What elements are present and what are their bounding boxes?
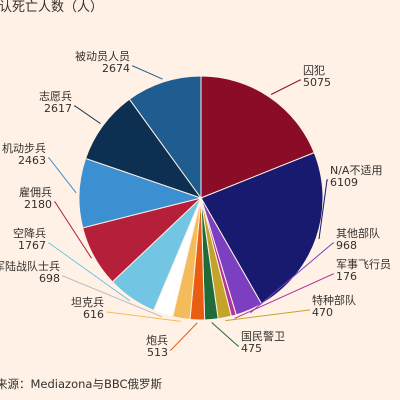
slice-label-3: 其他部队 xyxy=(336,226,380,240)
pie-slices xyxy=(78,75,324,321)
leader-line-8 xyxy=(106,311,181,322)
slice-value-5: 470 xyxy=(312,306,333,319)
pie-slice-14 xyxy=(128,75,202,200)
pie-slice-2 xyxy=(200,151,324,305)
slice-label-12: 机动步兵 xyxy=(2,141,46,155)
slice-label-7: 炮兵 xyxy=(146,334,168,347)
leader-line-1 xyxy=(270,79,301,95)
leader-line-4 xyxy=(234,273,334,319)
slice-value-11: 2180 xyxy=(24,198,52,211)
slice-value-4: 176 xyxy=(336,270,357,283)
slice-label-10: 空降兵 xyxy=(13,226,46,240)
leader-line-10 xyxy=(48,242,131,302)
leader-line-13 xyxy=(74,105,101,125)
slice-label-5: 特种部队 xyxy=(312,293,356,307)
leader-line-3 xyxy=(250,242,334,314)
slice-value-3: 968 xyxy=(336,239,357,252)
leader-line-5 xyxy=(225,309,310,322)
slice-label-1: 囚犯 xyxy=(303,64,325,77)
pie-slice-13 xyxy=(84,98,203,199)
leader-line-12 xyxy=(48,157,77,194)
leader-line-2 xyxy=(318,179,328,240)
leader-line-9 xyxy=(62,275,163,318)
slice-label-9: 海军陆战队士兵 xyxy=(0,259,60,273)
leader-line-6 xyxy=(211,322,239,347)
pie-leader-lines xyxy=(48,65,334,351)
slice-value-6: 475 xyxy=(241,342,262,355)
slice-label-6: 国民警卫 xyxy=(241,329,285,343)
pie-slice-1 xyxy=(200,75,315,199)
slice-value-7: 513 xyxy=(147,346,168,359)
slice-value-10: 1767 xyxy=(18,239,46,252)
leader-line-7 xyxy=(170,322,198,351)
slice-label-13: 志愿兵 xyxy=(39,90,72,103)
chart-source: 来源：Mediazona与BBC俄罗斯 xyxy=(0,377,163,391)
slice-label-4: 军事飞行员 xyxy=(336,258,391,271)
slice-value-8: 616 xyxy=(83,308,104,321)
slice-label-11: 雇佣兵 xyxy=(19,185,52,199)
leader-line-14 xyxy=(132,65,163,80)
slice-value-2: 6109 xyxy=(330,176,358,189)
slice-label-14: 被动员人员 xyxy=(75,50,130,63)
leader-line-11 xyxy=(54,201,92,259)
slice-value-9: 698 xyxy=(39,272,60,285)
slice-value-13: 2617 xyxy=(44,102,72,115)
slice-value-12: 2463 xyxy=(18,154,46,167)
slice-value-1: 5075 xyxy=(303,76,331,89)
slice-label-2: N/A不适用 xyxy=(330,164,382,177)
slice-label-8: 坦克兵 xyxy=(71,295,104,309)
slice-value-14: 2674 xyxy=(102,62,130,75)
chart-title: 确认死亡人数（人） xyxy=(0,0,104,15)
